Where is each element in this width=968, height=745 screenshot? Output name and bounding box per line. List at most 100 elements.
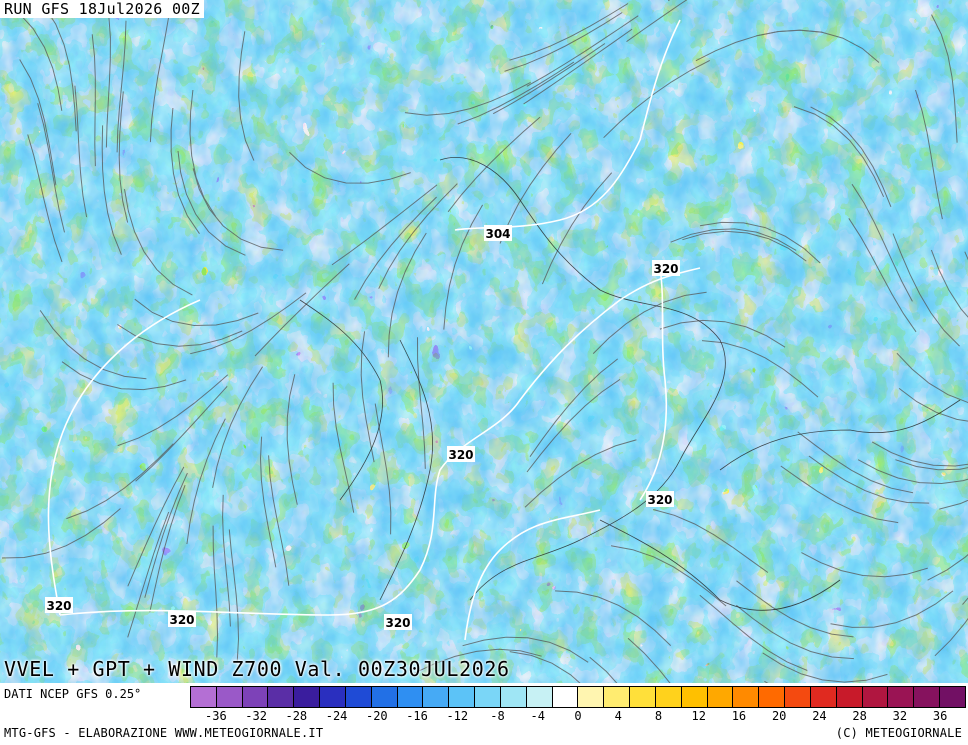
vvel-field: 304 320 320 320 320 320 320: [0, 0, 968, 683]
legend-tick-label: -8: [490, 709, 505, 723]
wind-streamline: [91, 34, 96, 167]
wind-streamline: [387, 232, 427, 358]
wind-streamline: [810, 106, 892, 207]
credit-text: MTG-GFS - ELABORAZIONE WWW.METEOGIORNALE…: [4, 726, 324, 740]
wind-streamline: [934, 617, 968, 657]
legend-tick-label: 20: [771, 709, 787, 723]
legend-swatch: [191, 687, 217, 707]
contour-label-320: 320: [46, 599, 71, 613]
wind-streamline: [135, 385, 228, 482]
wind-streamline: [117, 374, 229, 447]
wind-streamline: [414, 648, 542, 674]
contour-320b-line: [639, 267, 668, 501]
wind-streamline: [492, 43, 606, 115]
wind-streamline: [939, 499, 968, 510]
wind-streamline: [762, 652, 888, 683]
wind-streamline: [499, 132, 572, 244]
color-scale-bar: [190, 686, 966, 708]
contour-320-line: [59, 267, 701, 616]
wind-streamline: [756, 29, 880, 63]
wind-streamline: [462, 636, 589, 663]
legend-tick-label: 28: [852, 709, 867, 723]
legend-swatch: [759, 687, 786, 707]
wind-streamline: [289, 151, 411, 184]
wind-streamline: [222, 494, 231, 627]
wind-streamline: [443, 204, 484, 330]
wind-streamline: [149, 11, 171, 143]
wind-streamlines: [0, 0, 968, 683]
wind-streamline: [43, 5, 77, 132]
wind-streamline: [526, 15, 639, 87]
wind-streamline: [127, 511, 170, 638]
legend-tick-label: -20: [365, 709, 388, 723]
wind-streamline: [149, 485, 186, 613]
legend-tick-label: 0: [574, 709, 582, 723]
wind-streamline: [848, 218, 917, 333]
legend-tick-label: -4: [530, 709, 545, 723]
wind-streamline: [735, 604, 854, 660]
wind-streamline: [830, 590, 954, 628]
legend-tick-label: -12: [446, 709, 469, 723]
legend-swatch: [242, 687, 269, 707]
legend-swatch: [655, 687, 682, 707]
map-title: VVEL + GPT + WIND Z700 Val. 00Z30JUL2026: [4, 657, 510, 681]
wind-streamline: [701, 340, 819, 398]
wind-streamline: [699, 221, 821, 264]
contour-label-320: 320: [169, 613, 194, 627]
legend-swatch: [320, 687, 346, 707]
wind-streamline: [589, 656, 618, 683]
legend-tick-label: -32: [245, 709, 267, 723]
wind-streamline: [66, 443, 174, 520]
legend-swatch: [940, 687, 965, 707]
legend-tick-label: -24: [325, 709, 348, 723]
legend-swatch: [604, 687, 631, 707]
wind-streamline: [259, 436, 277, 568]
wind-streamline: [801, 552, 928, 578]
wind-streamline: [699, 594, 808, 671]
legend-swatch: [475, 687, 501, 707]
wind-streamline: [670, 228, 797, 251]
wind-streamline: [144, 472, 188, 598]
wind-streamline: [871, 441, 968, 467]
color-scale-ticks: -36 -32 -28 -24 -20 -16 -12 -8 -4 0 4 8 12 16 20 24 28 32…: [190, 708, 966, 726]
wind-streamline: [541, 172, 613, 285]
wind-streamline: [509, 651, 581, 683]
wind-streamline: [19, 59, 57, 186]
wind-streamline: [524, 439, 637, 508]
legend-tick-label: 24: [812, 709, 827, 723]
wind-streamline: [286, 374, 298, 505]
wind-streamline: [74, 85, 88, 218]
wind-streamline: [186, 418, 226, 545]
wind-streamline: [627, 637, 671, 683]
legend-tick-label: -28: [285, 709, 308, 723]
legend-tick-label: 12: [691, 709, 706, 723]
wind-streamline: [529, 358, 619, 457]
wind-streamline: [27, 134, 63, 263]
wind-streamline: [509, 3, 629, 61]
wind-streamline: [228, 529, 240, 662]
wind-streamline: [780, 465, 899, 524]
wind-streamline: [610, 545, 727, 607]
legend-swatch: [888, 687, 915, 707]
country-borders: [299, 157, 961, 611]
legend-tick-label: 4: [614, 709, 622, 723]
wind-streamline: [927, 554, 968, 581]
wind-streamline: [626, 0, 688, 43]
weather-map: 304 320 320 320 320 320 320: [0, 0, 968, 683]
wind-streamline: [134, 298, 259, 327]
contour-label-320: 320: [448, 448, 473, 462]
wind-streamline: [331, 184, 438, 266]
copyright-text: (C) METEOGIORNALE: [835, 726, 962, 740]
wind-streamline: [268, 455, 290, 586]
legend-swatch: [449, 687, 476, 707]
legend-swatch: [500, 687, 527, 707]
wind-streamline: [332, 382, 355, 513]
wind-streamline: [118, 91, 129, 223]
data-source: DATI NCEP GFS 0.25°: [4, 687, 142, 701]
wind-streamline: [892, 233, 960, 347]
run-label: RUN GFS 18Jul2026 00Z: [0, 0, 204, 18]
wind-streamline: [212, 525, 219, 658]
wind-streamline: [1, 508, 121, 559]
legend-swatch: [630, 687, 656, 707]
contour-label-320: 320: [653, 262, 678, 276]
